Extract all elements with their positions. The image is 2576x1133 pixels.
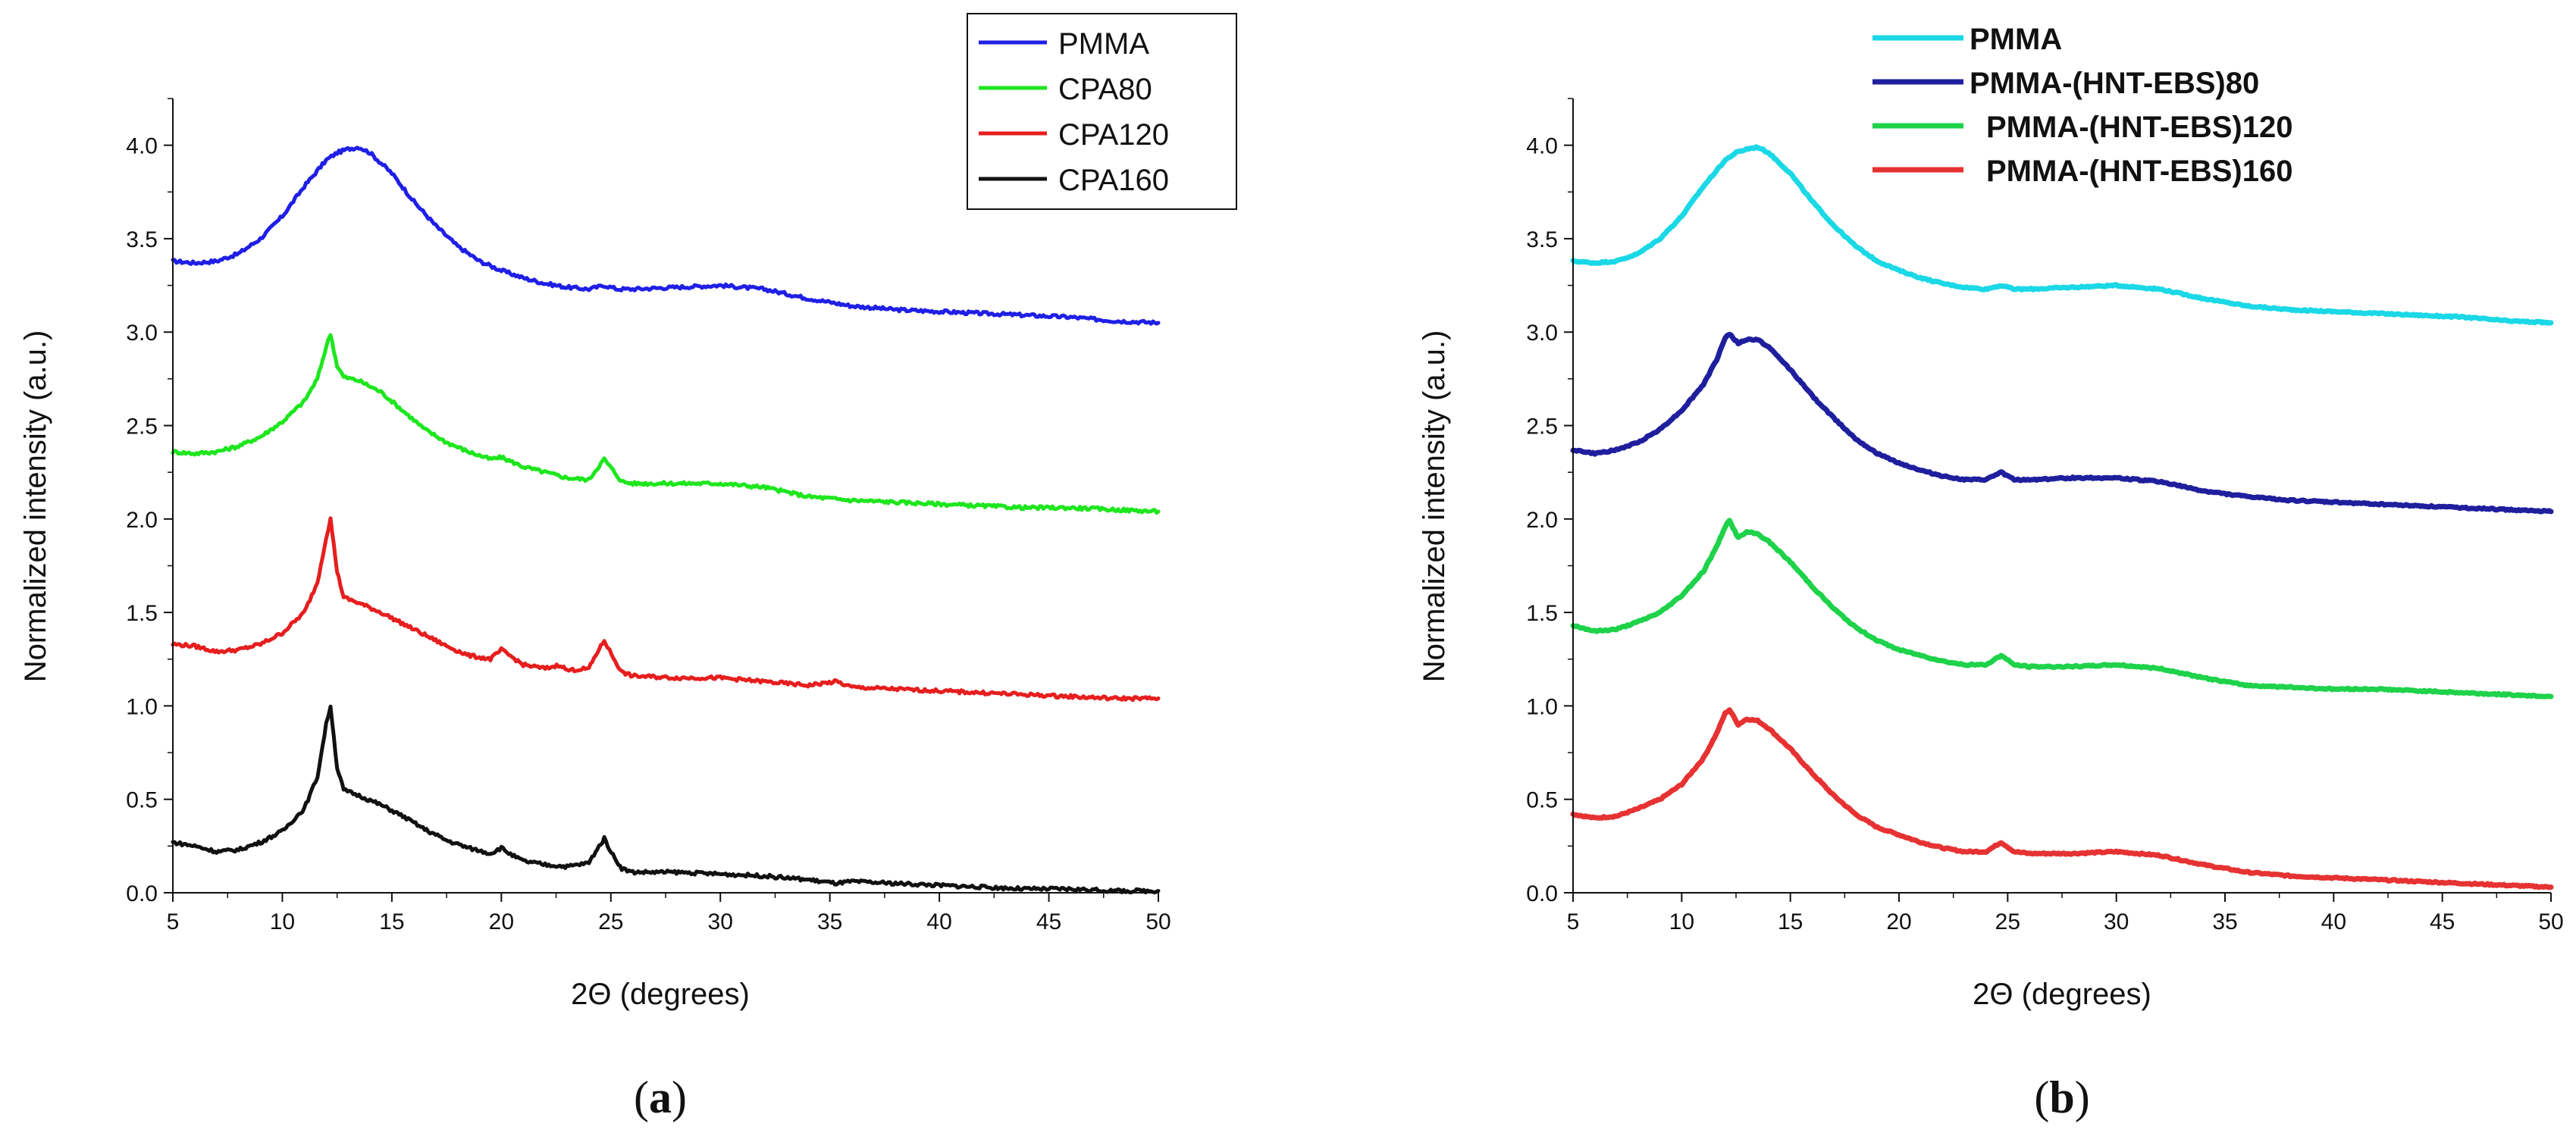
- caption-open-paren-a: (: [634, 1072, 649, 1122]
- y-tick-label-b: 1.5: [1526, 601, 1558, 626]
- axes-b: [1572, 99, 2551, 894]
- x-axis-title-a: 2Θ (degrees): [571, 978, 750, 1011]
- series-line-cpa120-a: [171, 516, 1161, 703]
- y-tick-label-a: 3.5: [126, 227, 158, 252]
- x-tick-label-b: 10: [1669, 909, 1694, 934]
- caption-open-paren-b: (: [2034, 1072, 2049, 1122]
- x-tick-label-b: 50: [2538, 909, 2563, 934]
- y-tick-label-a: 4.0: [126, 134, 158, 159]
- panel-caption-b: (b): [2034, 1072, 2089, 1122]
- caption-letter-b: b: [2049, 1072, 2074, 1122]
- x-tick-label-a: 35: [817, 909, 842, 934]
- legend-b: PMMA PMMA-(HNT-EBS)80 PMMA-(HNT-EBS)120 PMM…: [1872, 23, 2292, 188]
- series-line-pmma-hnt-ebs-160-b: [1570, 707, 2554, 890]
- y-axis-title-b: Normalized intensity (a.u.): [1418, 330, 1451, 683]
- x-tick-label-b: 5: [1567, 909, 1580, 934]
- x-tick-label-a: 20: [489, 909, 514, 934]
- x-tick-label-a: 40: [926, 909, 951, 934]
- legend-label-pmma-hnt-ebs-120-b: PMMA-(HNT-EBS)120: [1986, 111, 2292, 144]
- y-tick-label-b: 3.0: [1526, 321, 1558, 346]
- series-line-pmma-hnt-ebs-120-b: [1570, 518, 2554, 700]
- legend-label-pmma-hnt-ebs-80-b: PMMA-(HNT-EBS)80: [1970, 67, 2259, 100]
- x-tick-label-b: 35: [2212, 909, 2237, 934]
- panel-caption-a: (a): [634, 1072, 687, 1122]
- chart-panel-b: 5 10 15 20 25 30 35 40 45 50 0.0 0.5 1.0 1.5 2.0 2.5 3.0…: [1418, 23, 2564, 1122]
- x-tick-label-b: 30: [2104, 909, 2129, 934]
- caption-letter-a: a: [649, 1072, 672, 1122]
- caption-close-paren-a: ): [672, 1072, 687, 1122]
- x-tick-label-a: 30: [708, 909, 733, 934]
- legend-label-cpa120-a: CPA120: [1058, 118, 1169, 152]
- x-tick-label-a: 25: [598, 909, 623, 934]
- legend-label-pmma-hnt-ebs-160-b: PMMA-(HNT-EBS)160: [1986, 155, 2292, 188]
- y-tick-label-b: 1.0: [1526, 694, 1558, 719]
- series-layer-b: [1570, 144, 2554, 890]
- series-line-pmma-hnt-ebs-80-b: [1570, 331, 2554, 515]
- x-tick-label-b: 20: [1886, 909, 1911, 934]
- y-tick-label-b: 0.0: [1526, 881, 1558, 906]
- series-line-pmma-b: [1570, 144, 2554, 326]
- x-tick-label-b: 40: [2321, 909, 2346, 934]
- ticks-b: 5 10 15 20 25 30 35 40 45 50 0.0 0.5 1.0 1.5 2.0 2.5 3.0…: [1526, 98, 2564, 934]
- y-tick-label-a: 1.5: [126, 601, 158, 626]
- y-tick-label-b: 2.0: [1526, 508, 1558, 533]
- x-tick-label-b: 45: [2430, 909, 2455, 934]
- y-tick-label-a: 0.0: [126, 881, 158, 906]
- y-tick-label-a: 2.0: [126, 508, 158, 533]
- series-layer-a: [171, 146, 1161, 895]
- legend-label-cpa160-a: CPA160: [1058, 164, 1169, 197]
- x-tick-label-a: 10: [270, 909, 295, 934]
- x-tick-label-a: 15: [379, 909, 404, 934]
- x-tick-label-a: 45: [1036, 909, 1061, 934]
- legend-label-pmma-a: PMMA: [1058, 27, 1149, 61]
- ticks-a: 5 10 15 20 25 30 35 40 45 50 0.0 0.5 1.0 1.5 2.0 2.5 3.0…: [126, 98, 1171, 934]
- legend-box-a: [967, 13, 1237, 210]
- series-line-cpa80-a: [171, 333, 1161, 515]
- y-tick-label-a: 1.0: [126, 694, 158, 719]
- series-line-cpa160-a: [171, 704, 1161, 895]
- y-tick-label-b: 4.0: [1526, 134, 1558, 159]
- x-axis-title-b: 2Θ (degrees): [1973, 978, 2151, 1011]
- y-tick-label-a: 0.5: [126, 788, 158, 813]
- x-tick-label-a: 5: [167, 909, 180, 934]
- y-axis-title-a: Normalized intensity (a.u.): [19, 330, 52, 683]
- y-tick-label-a: 3.0: [126, 321, 158, 346]
- x-tick-label-a: 50: [1145, 909, 1170, 934]
- caption-close-paren-b: ): [2075, 1072, 2090, 1122]
- legend-a: PMMA CPA80 CPA120 CPA160: [967, 13, 1237, 210]
- x-tick-label-b: 15: [1778, 909, 1803, 934]
- chart-panel-a: 5 10 15 20 25 30 35 40 45 50 0.0 0.5 1.0 1.5 2.0 2.5 3.0…: [19, 13, 1237, 1122]
- x-tick-label-b: 25: [1995, 909, 2020, 934]
- axes-a: [172, 99, 1158, 894]
- legend-label-cpa80-a: CPA80: [1058, 73, 1152, 106]
- y-tick-label-b: 0.5: [1526, 788, 1558, 813]
- y-tick-label-b: 3.5: [1526, 227, 1558, 252]
- y-tick-label-a: 2.5: [126, 415, 158, 440]
- legend-label-pmma-b: PMMA: [1970, 23, 2062, 56]
- y-tick-label-b: 2.5: [1526, 415, 1558, 440]
- series-line-pmma-a: [171, 146, 1161, 326]
